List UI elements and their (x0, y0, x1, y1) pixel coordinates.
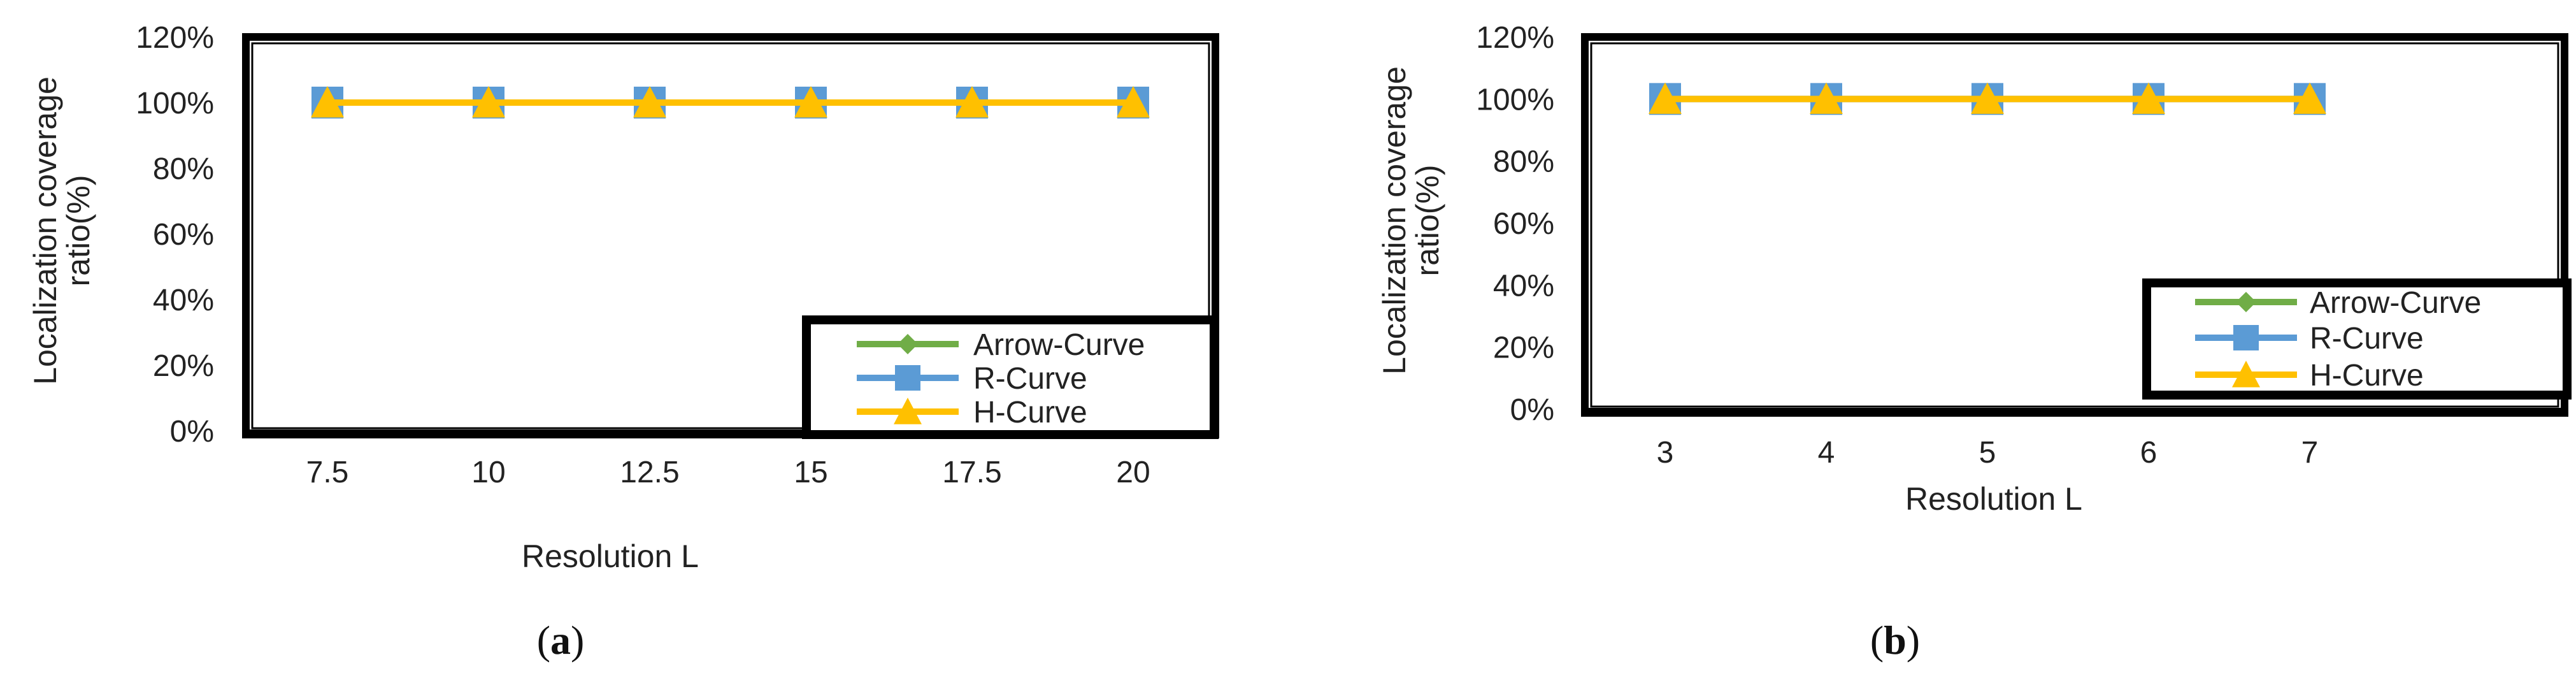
x-axis-title: Resolution L (522, 538, 699, 574)
y-axis-title-line: Localization coverage (27, 76, 63, 385)
plot-frame (242, 33, 1219, 438)
panel-label-letter: b (1884, 617, 1907, 663)
y-tick-label: 20% (153, 349, 214, 383)
data-point-marker (1810, 82, 1843, 114)
x-tick-label: 17.5 (942, 456, 1001, 489)
legend-label: H-Curve (973, 396, 1087, 429)
x-tick-label: 3 (1657, 436, 1674, 470)
x-tick-label: 4 (1818, 436, 1835, 470)
legend-label: H-Curve (2310, 359, 2424, 393)
y-tick-label: 40% (1493, 269, 1554, 303)
legend-label: R-Curve (973, 362, 1087, 396)
data-point-marker (955, 86, 989, 118)
y-tick-label: 100% (1476, 83, 1554, 117)
y-tick-label: 100% (136, 87, 214, 120)
y-tick-label: 60% (153, 218, 214, 252)
y-tick-label: 80% (1493, 145, 1554, 179)
data-point-marker (1117, 86, 1150, 118)
y-axis-title-line: ratio(%) (1410, 164, 1445, 276)
y-tick-label: 80% (153, 152, 214, 186)
legend-swatch-marker (894, 398, 922, 424)
y-tick-label: 120% (136, 21, 214, 55)
y-tick-label: 20% (1493, 331, 1554, 365)
x-tick-label: 15 (794, 456, 827, 489)
chart-panel-b: 0% 20% 40% 60% 80% 100% 120% 3 4 5 6 7 Resolution L L… (1377, 21, 2572, 663)
legend-swatch-marker (898, 334, 918, 354)
panel-label-letter: a (550, 617, 571, 663)
data-point-marker (472, 86, 505, 118)
plot-inner-frame (251, 42, 1210, 429)
panel-label-paren-open: ( (1870, 617, 1884, 663)
panel-label-paren-close: ) (1907, 617, 1920, 663)
y-tick-label: 60% (1493, 207, 1554, 241)
y-tick-label: 120% (1476, 21, 1554, 55)
series-h-curve (311, 86, 1150, 118)
legend-label: Arrow-Curve (2310, 286, 2481, 320)
x-tick-label: 6 (2140, 436, 2157, 470)
data-point-marker (1649, 82, 1682, 114)
y-tick-label: 0% (1510, 393, 1554, 427)
x-tick-label: 12.5 (620, 456, 679, 489)
data-point-marker (311, 86, 344, 118)
panel-label-paren-close: ) (571, 617, 584, 663)
panel-label: (a) (537, 617, 585, 663)
x-tick-label: 7 (2301, 436, 2319, 470)
legend-swatch-marker (895, 365, 920, 391)
x-tick-label: 10 (471, 456, 505, 489)
data-point-marker (633, 86, 666, 118)
chart-panel-a: 0% 20% 40% 60% 80% 100% 120% 7.5 10 12.5 15 17.5 20 R… (27, 21, 1219, 663)
y-axis-title-line: ratio(%) (61, 175, 96, 286)
x-axis-title: Resolution L (1905, 481, 2082, 517)
plot-inner-frame (1590, 42, 2559, 408)
y-tick-label: 0% (170, 415, 214, 449)
y-tick-label: 40% (153, 284, 214, 317)
legend-swatch-marker (2236, 292, 2256, 312)
legend-label: R-Curve (2310, 322, 2424, 356)
x-tick-label: 7.5 (306, 456, 349, 489)
y-axis-title-line: Localization coverage (1377, 66, 1412, 375)
x-tick-label: 5 (1979, 436, 1996, 470)
legend-swatch-marker (2233, 325, 2259, 350)
panel-label: (b) (1870, 617, 1920, 663)
x-tick-label: 20 (1116, 456, 1150, 489)
legend-swatch-marker (2232, 361, 2260, 387)
legend-label: Arrow-Curve (973, 328, 1145, 362)
data-point-marker (794, 86, 827, 118)
data-point-marker (1971, 82, 2004, 114)
series-h-curve (1649, 82, 2326, 114)
panel-label-paren-open: ( (537, 617, 550, 663)
data-point-marker (2132, 82, 2165, 114)
data-point-marker (2293, 82, 2326, 114)
plot-frame (1581, 33, 2568, 417)
